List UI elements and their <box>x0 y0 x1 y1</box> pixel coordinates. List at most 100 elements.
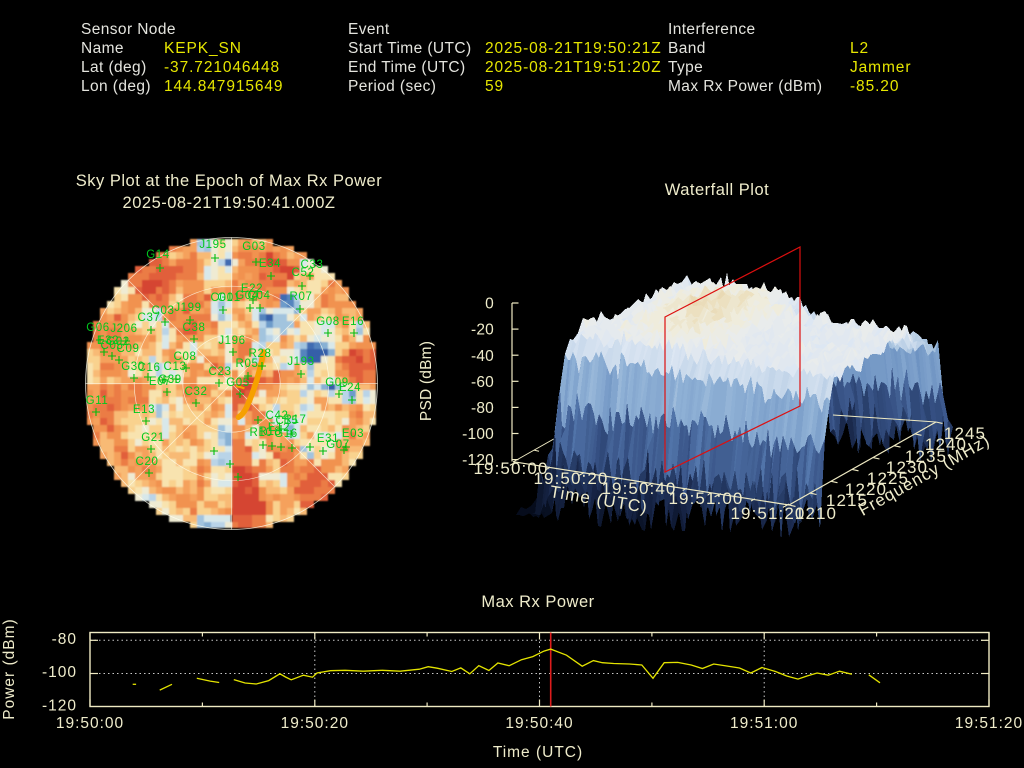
svg-text:E12: E12 <box>268 422 290 434</box>
svg-text:-85.20: -85.20 <box>850 78 899 95</box>
svg-text:R05: R05 <box>236 358 259 370</box>
svg-text:G05: G05 <box>226 377 250 389</box>
svg-text:Band: Band <box>668 40 706 57</box>
svg-text:19:50:20: 19:50:20 <box>281 715 349 732</box>
svg-text:E13: E13 <box>133 404 155 416</box>
svg-text:J195: J195 <box>199 239 226 251</box>
svg-text:Max Rx Power (dBm): Max Rx Power (dBm) <box>668 78 822 95</box>
svg-text:Sky Plot at the Epoch of Max R: Sky Plot at the Epoch of Max Rx Power <box>76 172 382 190</box>
svg-text:1220: 1220 <box>845 480 887 499</box>
svg-text:Time (UTC): Time (UTC) <box>493 744 583 761</box>
svg-text:C15: C15 <box>276 415 299 427</box>
svg-text:Name: Name <box>81 40 124 57</box>
svg-text:R28: R28 <box>249 348 272 360</box>
svg-text:E03: E03 <box>342 428 364 440</box>
svg-text:L2: L2 <box>850 40 869 57</box>
svg-text:C08: C08 <box>174 351 197 363</box>
svg-text:59: 59 <box>485 78 504 95</box>
svg-text:Event: Event <box>348 21 390 38</box>
svg-text:1240: 1240 <box>925 435 967 454</box>
svg-text:C01: C01 <box>211 292 234 304</box>
svg-text:E07: E07 <box>149 376 171 388</box>
svg-text:E32: E32 <box>97 335 119 347</box>
svg-text:0: 0 <box>485 296 494 313</box>
svg-text:C05: C05 <box>101 340 124 352</box>
svg-text:Sensor Node: Sensor Node <box>81 21 176 38</box>
svg-text:End Time (UTC): End Time (UTC) <box>348 59 466 76</box>
svg-text:E16: E16 <box>342 316 364 328</box>
svg-text:C42: C42 <box>266 410 289 422</box>
svg-text:C23: C23 <box>209 366 232 378</box>
svg-text:C38: C38 <box>183 322 206 334</box>
svg-text:C32: C32 <box>185 386 208 398</box>
svg-text:1230: 1230 <box>886 458 928 477</box>
svg-text:J206: J206 <box>110 323 137 335</box>
svg-text:2025-08-21T19:51:20Z: 2025-08-21T19:51:20Z <box>485 59 662 76</box>
svg-text:-80: -80 <box>471 400 494 417</box>
svg-text:Start Time (UTC): Start Time (UTC) <box>348 40 472 57</box>
svg-text:G06: G06 <box>86 322 110 334</box>
svg-text:G11: G11 <box>86 395 109 407</box>
svg-text:-120: -120 <box>462 452 494 469</box>
svg-text:R07: R07 <box>290 291 313 303</box>
svg-text:-60: -60 <box>471 374 494 391</box>
svg-text:Waterfall Plot: Waterfall Plot <box>665 181 770 199</box>
svg-text:Power (dBm): Power (dBm) <box>1 618 18 719</box>
svg-text:G09: G09 <box>325 377 349 389</box>
svg-text:-80: -80 <box>52 631 77 648</box>
svg-text:Lat (deg): Lat (deg) <box>81 59 147 76</box>
svg-text:E22: E22 <box>241 283 263 295</box>
svg-text:G30: G30 <box>121 361 145 373</box>
svg-text:1225: 1225 <box>867 469 909 488</box>
svg-text:G08: G08 <box>316 316 340 328</box>
svg-text:J193: J193 <box>287 356 314 368</box>
svg-text:C03: C03 <box>152 305 175 317</box>
svg-text:1210: 1210 <box>795 504 837 523</box>
svg-text:2025-08-21T19:50:21Z: 2025-08-21T19:50:21Z <box>485 40 662 57</box>
svg-text:-100: -100 <box>42 664 77 681</box>
svg-text:R10: R10 <box>250 427 273 439</box>
svg-text:KEPK_SN: KEPK_SN <box>164 40 242 57</box>
svg-text:19:51:00: 19:51:00 <box>669 489 744 508</box>
svg-text:C16: C16 <box>138 362 161 374</box>
svg-text:G07: G07 <box>326 439 350 451</box>
svg-text:Period (sec): Period (sec) <box>348 78 436 95</box>
svg-text:19:51:00: 19:51:00 <box>730 715 798 732</box>
svg-text:C20: C20 <box>136 456 159 468</box>
svg-text:G01: G01 <box>217 292 241 304</box>
svg-text:19:50:00: 19:50:00 <box>474 459 549 478</box>
svg-text:G21: G21 <box>141 432 165 444</box>
svg-text:E34: E34 <box>259 258 281 270</box>
svg-text:J199: J199 <box>174 302 201 314</box>
svg-text:G03: G03 <box>242 241 266 253</box>
svg-text:E24: E24 <box>339 382 361 394</box>
svg-text:19:50:40: 19:50:40 <box>505 715 573 732</box>
svg-text:1245: 1245 <box>944 424 986 443</box>
svg-text:-37.721046448: -37.721046448 <box>164 59 280 76</box>
svg-text:-20: -20 <box>471 322 494 339</box>
svg-text:1235: 1235 <box>905 447 947 466</box>
svg-text:-120: -120 <box>42 697 77 714</box>
svg-text:-100: -100 <box>462 426 494 443</box>
svg-text:C09: C09 <box>117 343 140 355</box>
svg-text:C52: C52 <box>292 267 315 279</box>
svg-text:J196: J196 <box>218 335 245 347</box>
svg-text:C37: C37 <box>138 312 161 324</box>
svg-text:144.847915649: 144.847915649 <box>164 78 283 95</box>
svg-text:G14: G14 <box>146 249 170 261</box>
svg-text:R18: R18 <box>259 426 282 438</box>
svg-text:-40: -40 <box>471 348 494 365</box>
svg-text:PSD (dBm): PSD (dBm) <box>418 341 435 421</box>
svg-text:Jammer: Jammer <box>850 59 911 76</box>
svg-text:Lon (deg): Lon (deg) <box>81 78 151 95</box>
svg-text:R17: R17 <box>284 414 307 426</box>
svg-text:19:51:20: 19:51:20 <box>731 504 806 523</box>
svg-text:19:50:20: 19:50:20 <box>534 469 609 488</box>
svg-text:Type: Type <box>668 59 703 76</box>
svg-text:G02: G02 <box>106 336 130 348</box>
svg-text:G04: G04 <box>235 290 259 302</box>
svg-text:Max Rx Power: Max Rx Power <box>481 593 594 611</box>
svg-text:Interference: Interference <box>668 21 756 38</box>
svg-text:C13: C13 <box>164 361 187 373</box>
svg-text:C33: C33 <box>301 259 324 271</box>
